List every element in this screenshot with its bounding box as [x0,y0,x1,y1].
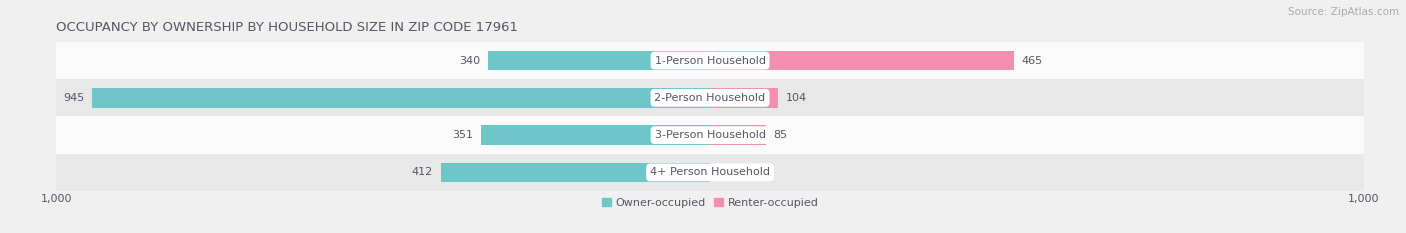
Text: 3-Person Household: 3-Person Household [655,130,765,140]
Bar [56,116,1364,154]
Text: 85: 85 [773,130,787,140]
Text: 4+ Person Household: 4+ Person Household [650,168,770,177]
Bar [488,51,710,70]
Text: 1-Person Household: 1-Person Household [655,56,765,65]
Text: 412: 412 [412,168,433,177]
Bar [56,79,1364,116]
Text: Source: ZipAtlas.com: Source: ZipAtlas.com [1288,7,1399,17]
Text: 2-Person Household: 2-Person Household [654,93,766,103]
Text: OCCUPANCY BY OWNERSHIP BY HOUSEHOLD SIZE IN ZIP CODE 17961: OCCUPANCY BY OWNERSHIP BY HOUSEHOLD SIZE… [56,21,519,34]
Bar [56,42,1364,79]
Bar [710,125,766,145]
Text: 945: 945 [63,93,84,103]
Text: 351: 351 [451,130,472,140]
Text: 104: 104 [786,93,807,103]
Text: 465: 465 [1022,56,1043,65]
Legend: Owner-occupied, Renter-occupied: Owner-occupied, Renter-occupied [598,193,823,212]
Bar [93,88,710,108]
Bar [440,163,710,182]
Bar [710,88,778,108]
Bar [481,125,710,145]
Text: 0: 0 [718,168,725,177]
Text: 340: 340 [458,56,479,65]
Bar [710,51,1014,70]
Bar [56,154,1364,191]
